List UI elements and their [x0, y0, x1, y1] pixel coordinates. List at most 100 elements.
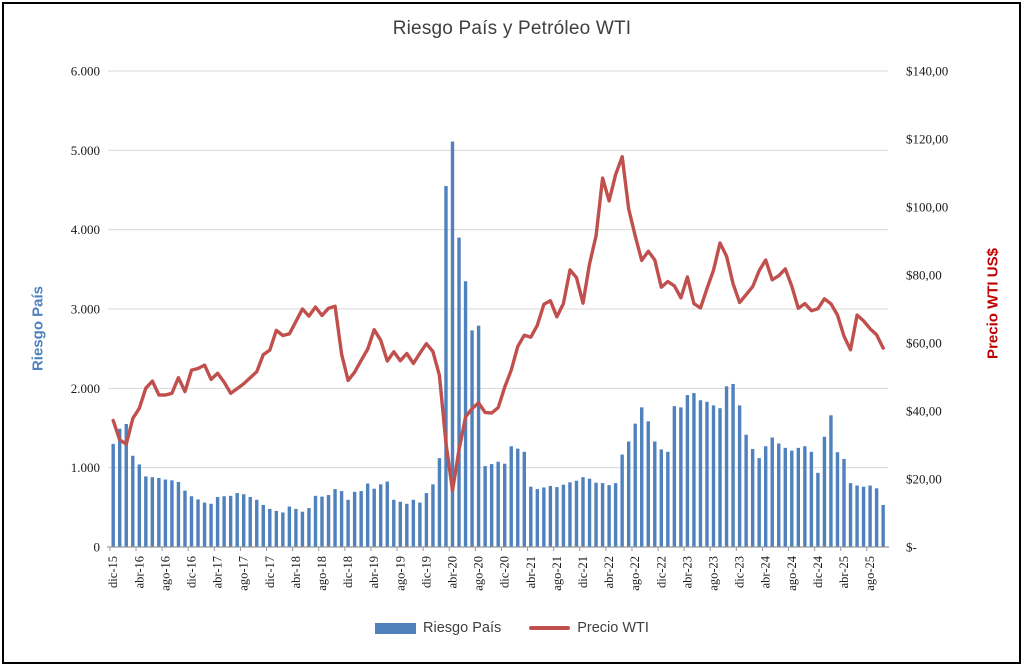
riesgo-pais-bar [705, 401, 709, 547]
riesgo-pais-bar [352, 491, 357, 547]
riesgo-pais-bar [692, 393, 696, 547]
riesgo-pais-bar [398, 501, 402, 547]
x-axis-tick-label: dic-21 [576, 556, 590, 588]
precio-wti-line [111, 155, 885, 493]
riesgo-pais-bar [731, 383, 735, 547]
riesgo-pais-bar [868, 485, 872, 547]
right-axis-title: Precio WTI US$ [984, 248, 1002, 359]
riesgo-pais-bar [770, 437, 774, 547]
right-axis-tick-label: $80,00 [906, 268, 942, 283]
riesgo-pais-bar [424, 493, 429, 547]
riesgo-pais-bar [124, 424, 128, 547]
riesgo-pais-bar [157, 477, 161, 547]
riesgo-pais-bar [144, 476, 148, 547]
riesgo-pais-bar [242, 494, 246, 547]
riesgo-pais-bar [698, 400, 703, 547]
x-axis-tick-label: ago-25 [863, 556, 877, 591]
riesgo-pais-bar [646, 421, 650, 547]
riesgo-pais-bar [228, 495, 233, 547]
riesgo-pais-bar [111, 443, 115, 547]
x-axis-tick-label: abr-20 [446, 556, 460, 588]
riesgo-pais-bar [150, 477, 155, 547]
riesgo-pais-bar [718, 408, 722, 547]
riesgo-pais-bar [574, 480, 579, 547]
riesgo-pais-bar [685, 395, 690, 547]
riesgo-pais-bar [581, 477, 585, 547]
riesgo-pais-bar [379, 484, 383, 547]
riesgo-pais-bar [450, 141, 455, 547]
x-axis-tick-label: abr-17 [211, 556, 225, 588]
riesgo-pais-bar [522, 451, 526, 547]
x-axis-tick-label: abr-23 [680, 556, 694, 588]
riesgo-pais-bar [607, 485, 611, 547]
riesgo-pais-bar [757, 458, 761, 547]
legend-label: Precio WTI [577, 620, 649, 636]
riesgo-pais-bar [516, 448, 520, 547]
left-axis-title: Riesgo País [29, 285, 47, 372]
riesgo-pais-bar [320, 496, 324, 547]
riesgo-pais-bar [744, 434, 748, 547]
riesgo-pais-bar [803, 446, 807, 547]
riesgo-pais-bar [796, 447, 801, 547]
riesgo-pais-bar [476, 325, 481, 547]
riesgo-pais-bar [405, 503, 409, 547]
riesgo-pais-bar [711, 405, 716, 547]
riesgo-pais-bar [679, 407, 683, 547]
x-axis-tick-label: ago-16 [158, 556, 172, 591]
riesgo-pais-bar [418, 502, 422, 547]
x-axis-tick-label: abr-21 [524, 556, 538, 588]
x-axis-tick-label: ago-21 [550, 556, 564, 591]
x-axis-tick-label: dic-17 [263, 556, 277, 588]
riesgo-pais-bar [600, 483, 605, 547]
riesgo-pais-bar [483, 466, 487, 547]
legend-item-riesgo-pais: Riesgo País [375, 620, 501, 636]
riesgo-pais-bar [431, 484, 435, 547]
riesgo-pais-bar [672, 406, 677, 547]
riesgo-pais-bar [392, 499, 396, 547]
riesgo-pais-bar [457, 237, 461, 547]
riesgo-pais-bar [613, 483, 618, 547]
riesgo-pais-bar [809, 451, 814, 547]
riesgo-pais-bar [326, 495, 331, 547]
x-axis-tick-label: abr-19 [367, 556, 381, 588]
x-axis-tick-label: abr-25 [837, 556, 851, 588]
riesgo-pais-bar [215, 497, 220, 547]
x-axis-tick-label: dic-19 [419, 556, 433, 588]
riesgo-pais-bar [626, 441, 631, 547]
riesgo-pais-bar [633, 423, 637, 547]
riesgo-pais-bar [653, 441, 657, 547]
riesgo-pais-bar [131, 455, 135, 547]
riesgo-pais-bar [594, 482, 598, 547]
riesgo-pais-bar [202, 502, 207, 547]
right-axis-tick-label: $140,00 [906, 64, 948, 79]
bar-series-swatch-icon [375, 622, 417, 634]
riesgo-pais-bar [411, 499, 416, 547]
riesgo-pais-bar [848, 483, 853, 547]
legend-item-precio-wti: Precio WTI [529, 620, 649, 636]
x-axis-tick-label: dic-20 [498, 556, 512, 588]
riesgo-pais-bar [861, 486, 866, 547]
riesgo-pais-bar [294, 508, 298, 547]
riesgo-pais-bar [503, 463, 507, 547]
riesgo-pais-bar [209, 503, 213, 547]
riesgo-pais-bar [385, 481, 389, 547]
riesgo-pais-bar [437, 458, 442, 547]
riesgo-pais-bar [764, 446, 768, 547]
riesgo-pais-bar [261, 504, 265, 547]
left-axis-tick-label: 6.000 [71, 64, 100, 79]
riesgo-pais-bar [255, 499, 259, 547]
x-axis-tick-label: dic-22 [654, 556, 668, 588]
left-axis-tick-label: 5.000 [71, 143, 100, 158]
line-series-swatch-icon [529, 626, 571, 630]
riesgo-pais-bar [829, 415, 833, 547]
riesgo-pais-bar [509, 446, 513, 547]
right-axis-tick-label: $40,00 [906, 404, 942, 419]
chart-legend: Riesgo País Precio WTI [0, 620, 1024, 636]
right-axis-tick-label: $20,00 [906, 472, 942, 487]
riesgo-pais-bar [548, 485, 553, 547]
riesgo-pais-bar [822, 436, 827, 547]
x-axis-tick-label: abr-24 [759, 555, 773, 588]
riesgo-pais-bar [535, 489, 540, 547]
riesgo-pais-bar [529, 486, 533, 547]
